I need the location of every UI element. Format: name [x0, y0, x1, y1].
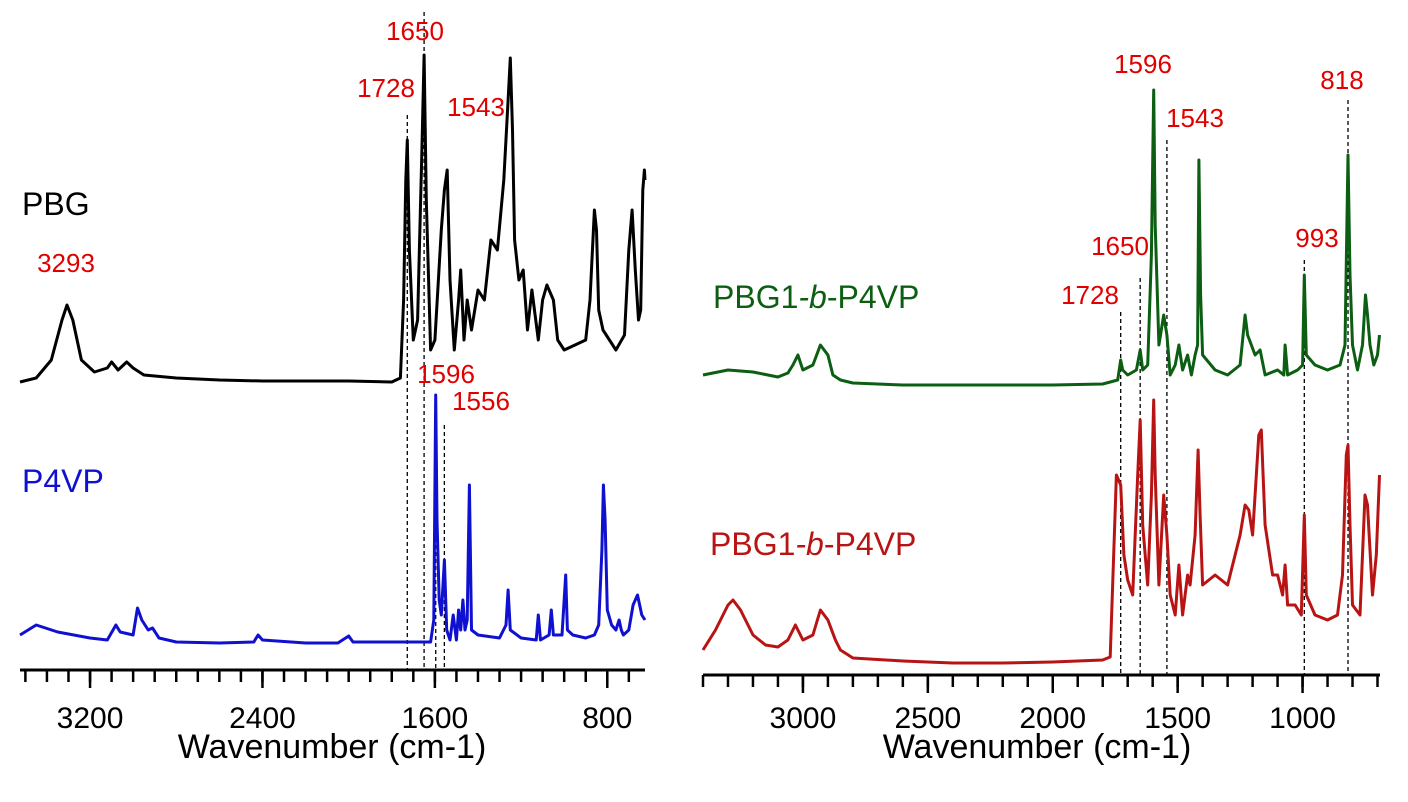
series-label: PBG1-b-P4VP: [713, 279, 919, 315]
spectrum-line: [19, 53, 647, 384]
series-label: PBG: [22, 186, 90, 222]
x-tick-label: 1500: [1144, 702, 1211, 735]
x-tick-label: 3200: [57, 702, 124, 735]
spectrum-line: [702, 88, 1381, 387]
peak-label: 818: [1320, 65, 1363, 95]
peak-label: 1543: [1166, 103, 1224, 133]
label-part: -P4VP: [827, 279, 919, 315]
peak-label: 1650: [1091, 231, 1149, 261]
x-tick-label: 2400: [229, 702, 296, 735]
peak-label: 3293: [37, 248, 95, 278]
label-part: PBG1: [710, 526, 795, 562]
peak-label: 1728: [357, 73, 415, 103]
peak-label: 1728: [1061, 280, 1119, 310]
peak-label: 1596: [417, 359, 475, 389]
label-part: -b: [798, 279, 826, 315]
x-axis-title: Wavenumber (cm-1): [178, 728, 487, 766]
series-label: P4VP: [22, 463, 104, 499]
x-tick-label: 1600: [401, 702, 468, 735]
x-tick-label: 1000: [1269, 702, 1336, 735]
x-tick-label: 3000: [770, 702, 837, 735]
x-tick-label: 2500: [894, 702, 961, 735]
peak-label: 1650: [386, 16, 444, 46]
label-part: PBG1: [713, 279, 798, 315]
series-label: PBG1-b-P4VP: [710, 526, 916, 562]
peak-label: 993: [1295, 223, 1338, 253]
spectrum-line: [701, 398, 1381, 665]
x-tick-label: 800: [582, 702, 632, 735]
peak-label: 1543: [447, 92, 505, 122]
label-part: -b: [795, 526, 823, 562]
x-tick-label: 2000: [1019, 702, 1086, 735]
label-part: -P4VP: [824, 526, 916, 562]
spectrum-line: [19, 393, 647, 645]
peak-label: 1556: [452, 386, 510, 416]
peak-label: 1596: [1114, 49, 1172, 79]
x-axis-title: Wavenumber (cm-1): [883, 728, 1192, 766]
